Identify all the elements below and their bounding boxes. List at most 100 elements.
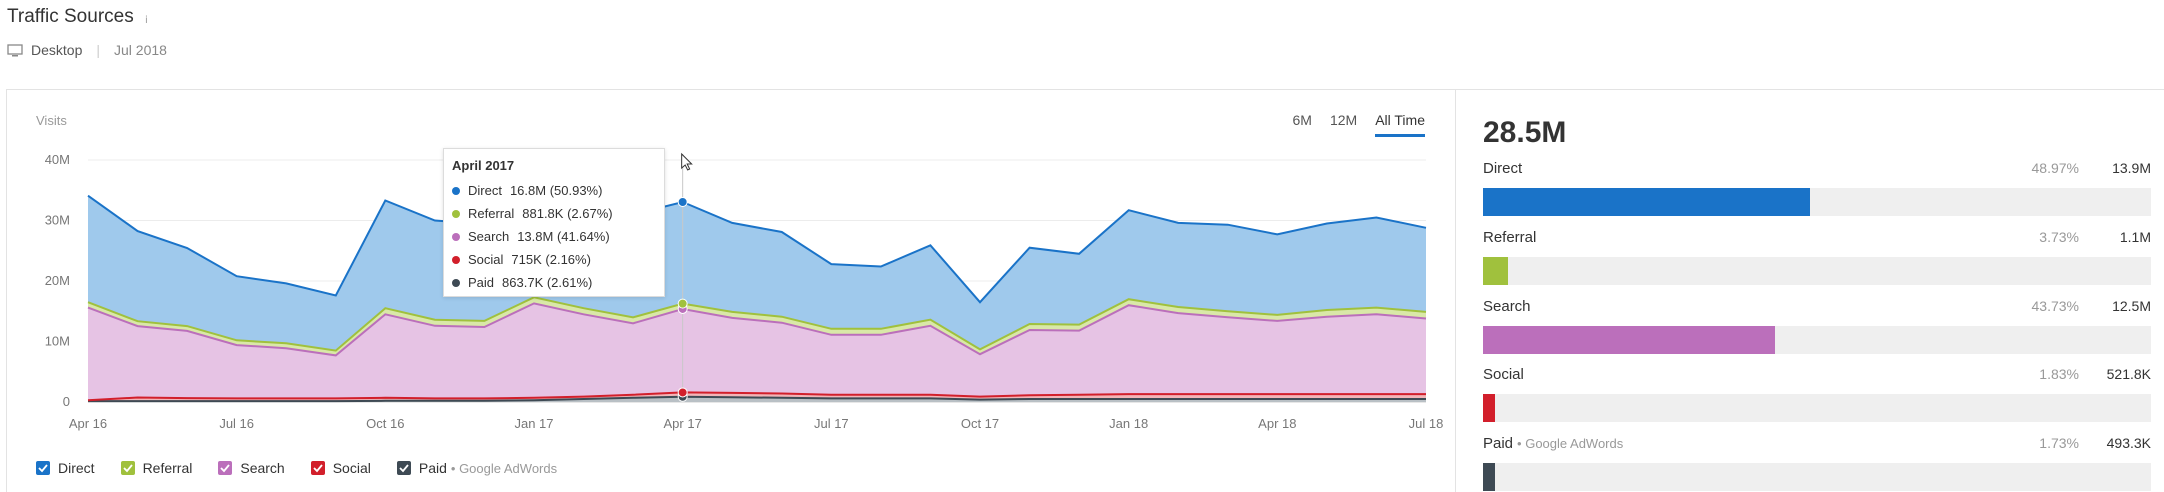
legend-item-search[interactable]: Search — [218, 460, 285, 476]
tooltip-row: Social 715K (2.16%) — [452, 248, 656, 271]
checkbox-checked-icon[interactable] — [218, 461, 233, 475]
x-tick-label: Jul 18 — [1409, 416, 1444, 431]
period-selector: 6M 12M All Time — [1275, 112, 1425, 137]
summary-bar-track — [1483, 257, 2151, 285]
y-tick-label: 10M — [45, 334, 70, 349]
hover-point-social — [677, 387, 688, 398]
x-tick-label: Jan 18 — [1109, 416, 1148, 431]
x-tick-label: Oct 16 — [366, 416, 404, 431]
chart-tooltip: April 2017 Direct 16.8M (50.93%) Referra… — [443, 148, 665, 297]
y-tick-label: 0 — [63, 394, 70, 409]
summary-bar-fill — [1483, 463, 1495, 491]
period-12m[interactable]: 12M — [1329, 112, 1358, 128]
tooltip-row: Search 13.8M (41.64%) — [452, 225, 656, 248]
summary-row-name: Paid • Google AdWords — [1483, 435, 1999, 452]
tooltip-row: Direct 16.8M (50.93%) — [452, 179, 656, 202]
paid-dot-icon — [452, 278, 460, 287]
summary-row-note-text: Google AdWords — [1525, 436, 1624, 451]
legend-item-social[interactable]: Social — [310, 460, 371, 476]
tooltip-row-value: 16.8M (50.93%) — [509, 183, 603, 198]
tooltip-row-value: 863.7K (2.61%) — [502, 275, 593, 290]
summary-row-name: Search — [1483, 298, 1531, 315]
summary-row-search: Search 43.73% 12.5M — [1483, 298, 2151, 354]
chart-legend: Direct Referral Search Social Paid • Goo… — [36, 460, 583, 476]
summary-bar-track — [1483, 463, 2151, 491]
direct-dot-icon — [452, 186, 460, 195]
series-line-paid — [88, 395, 1426, 403]
series-line-social — [87, 391, 1426, 402]
svg-text:i: i — [145, 15, 148, 24]
tooltip-row-name: Paid — [468, 275, 495, 290]
x-tick-label: Jul 17 — [814, 416, 849, 431]
page-title: Traffic Sources — [7, 6, 134, 27]
header: Traffic Sources i — [7, 6, 154, 28]
summary-row-name: Direct — [1483, 160, 1523, 177]
summary-bar-fill — [1483, 257, 1508, 285]
social-dot-icon — [452, 255, 460, 264]
tooltip-row-value: 715K (2.16%) — [511, 252, 591, 267]
legend-note: • Google AdWords — [450, 460, 558, 476]
legend-label: Search — [240, 460, 285, 476]
x-tick-label: Apr 16 — [69, 416, 107, 431]
summary-bar-track — [1483, 188, 2151, 216]
separator: | — [96, 42, 100, 58]
area-paid — [88, 396, 1426, 402]
search-dot-icon — [452, 232, 460, 241]
y-axis-label: Visits — [36, 113, 67, 128]
summary-row-pct: 1.83% — [2039, 366, 2079, 382]
legend-note-text: Google AdWords — [459, 460, 558, 476]
hover-point-referral — [677, 298, 688, 309]
legend-item-paid[interactable]: Paid • Google AdWords — [396, 460, 558, 476]
tooltip-title: April 2017 — [452, 158, 515, 173]
chart-panel — [6, 89, 1456, 492]
series-line-search — [87, 302, 1427, 357]
summary-panel — [1456, 89, 2164, 492]
date-label[interactable]: Jul 2018 — [114, 42, 167, 58]
legend-label: Referral — [142, 460, 193, 476]
traffic-area-chart[interactable]: 0 10M 20M 30M 40M Apr 16 Jul 16 Oct 16 Jan 17 Apr… — [0, 140, 1456, 460]
legend-item-direct[interactable]: Direct — [36, 460, 95, 476]
tooltip-row-name: Referral — [468, 206, 515, 221]
legend-item-referral[interactable]: Referral — [120, 460, 193, 476]
checkbox-checked-icon[interactable] — [396, 461, 411, 475]
area-direct — [88, 195, 1426, 351]
checkbox-checked-icon[interactable] — [310, 461, 325, 475]
summary-bar-fill — [1483, 188, 1811, 216]
summary-bar-fill — [1483, 394, 1496, 422]
checkbox-checked-icon[interactable] — [120, 461, 135, 475]
info-icon[interactable]: i — [144, 14, 154, 24]
x-tick-label: Oct 17 — [961, 416, 999, 431]
checkbox-checked-icon[interactable] — [36, 461, 50, 475]
mouse-cursor-icon — [681, 152, 693, 171]
legend-label: Direct — [58, 460, 95, 476]
summary-row-value: 521.8K — [2106, 366, 2151, 382]
summary-row-name: Referral — [1483, 229, 1537, 246]
device-label[interactable]: Desktop — [31, 42, 83, 58]
summary-row-pct: 48.97% — [2031, 160, 2079, 176]
x-tick-label: Jul 16 — [219, 416, 254, 431]
summary-row-value: 13.9M — [2112, 160, 2151, 176]
total-visits: 28.5M — [1483, 116, 1567, 149]
summary-bar-track — [1483, 394, 2151, 422]
summary-bar-track — [1483, 326, 2151, 354]
legend-label: Social — [332, 460, 371, 476]
tooltip-row-name: Direct — [468, 183, 502, 198]
summary-row-value: 1.1M — [2119, 229, 2151, 245]
tooltip-row: Referral 881.8K (2.67%) — [452, 202, 656, 225]
desktop-icon — [7, 43, 23, 56]
device-date-row: Desktop | Jul 2018 — [7, 42, 167, 58]
summary-row-value: 493.3K — [2106, 435, 2151, 451]
summary-row-paid: Paid • Google AdWords 1.73% 493.3K — [1483, 435, 2151, 491]
period-6m[interactable]: 6M — [1292, 112, 1312, 128]
summary-row-social: Social 1.83% 521.8K — [1483, 366, 2151, 422]
y-tick-label: 20M — [45, 273, 70, 288]
summary-row-pct: 43.73% — [2031, 298, 2079, 314]
legend-label: Paid — [418, 460, 447, 476]
hover-point-direct — [677, 196, 688, 207]
series-line-direct — [87, 194, 1427, 304]
tooltip-row-value: 881.8K (2.67%) — [522, 206, 613, 221]
summary-bar-fill — [1483, 326, 1776, 354]
y-tick-label: 40M — [45, 152, 70, 167]
period-all-time[interactable]: All Time — [1375, 112, 1425, 137]
summary-row-direct: Direct 48.97% 13.9M — [1483, 160, 2151, 216]
